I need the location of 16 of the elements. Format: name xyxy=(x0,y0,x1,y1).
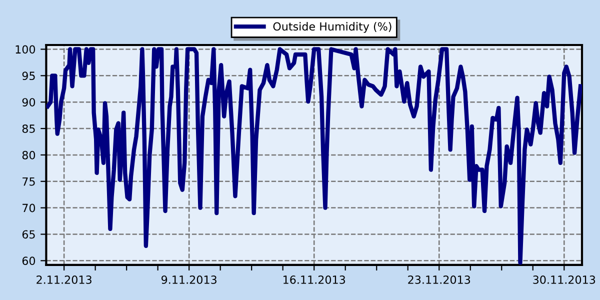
line-series xyxy=(46,47,582,265)
y-tick-label: 65 xyxy=(22,230,35,239)
legend-label: Outside Humidity (%) xyxy=(273,22,392,33)
y-tick-label: 80 xyxy=(22,150,36,160)
y-tick-label: 100 xyxy=(16,45,36,54)
y-tick-label: 60 xyxy=(22,256,36,266)
y-tick-label: 85 xyxy=(22,124,35,133)
x-tick-label: 30.11.2013 xyxy=(533,276,596,284)
y-tick-label: 95 xyxy=(22,72,35,80)
y-tick-label: 75 xyxy=(22,178,35,186)
x-tick-label: 16.11.2013 xyxy=(284,276,346,284)
y-tick-label: 70 xyxy=(22,204,36,212)
x-tick-label: 23.11.2013 xyxy=(408,276,470,284)
y-tick-label: 90 xyxy=(22,98,36,106)
x-tick-label: 9.11.2013 xyxy=(162,276,216,284)
x-tick-label: 2.11.2013 xyxy=(36,276,92,284)
